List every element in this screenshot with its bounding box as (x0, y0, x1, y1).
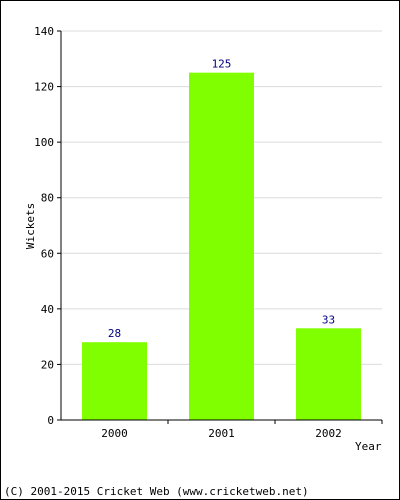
data-label-2000: 28 (108, 327, 121, 340)
y-tick-label: 0 (47, 414, 54, 427)
bars (82, 72, 361, 420)
x-axis-ticks: 2000 2001 2002 (101, 420, 383, 440)
y-tick-label: 100 (34, 136, 54, 149)
axes (60, 31, 382, 421)
y-axis-title: Wickets (24, 203, 37, 249)
bar-2000 (82, 342, 147, 420)
x-axis-title: Year (355, 440, 382, 453)
y-axis-ticks: 0 20 40 60 80 100 120 140 (34, 25, 61, 427)
x-tick-label: 2002 (315, 427, 342, 440)
data-label-2002: 33 (322, 313, 335, 326)
y-tick-label: 40 (41, 303, 54, 316)
x-tick-label: 2000 (101, 427, 128, 440)
y-tick-label: 80 (41, 192, 54, 205)
data-labels: 28 125 33 (108, 58, 335, 341)
y-tick-label: 120 (34, 81, 54, 94)
y-tick-label: 60 (41, 247, 54, 260)
bar-2001 (189, 72, 254, 420)
y-tick-label: 20 (41, 358, 54, 371)
footer-copyright: (C) 2001-2015 Cricket Web (www.cricketwe… (4, 485, 309, 498)
data-label-2001: 125 (212, 58, 232, 71)
y-tick-label: 140 (34, 25, 54, 38)
x-tick-label: 2001 (208, 427, 235, 440)
bar-2002 (296, 328, 361, 420)
